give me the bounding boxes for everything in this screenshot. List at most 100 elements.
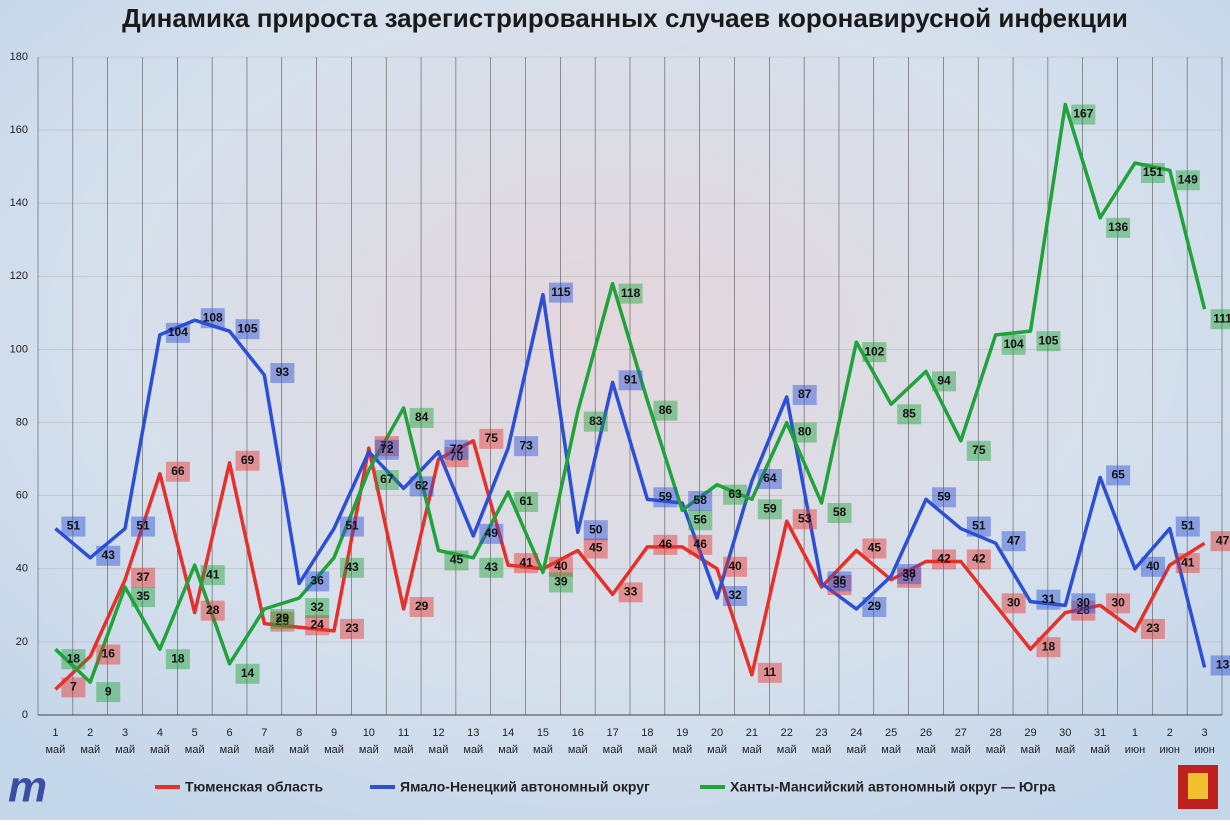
value-label-box bbox=[862, 342, 887, 363]
value-label-box bbox=[165, 322, 190, 343]
value-label: 18 bbox=[171, 651, 185, 665]
x-tick-label: 18 bbox=[641, 727, 653, 739]
value-label-box bbox=[583, 538, 608, 559]
x-tick-label: 4 bbox=[157, 727, 163, 739]
x-tick-label: июн bbox=[1194, 744, 1214, 756]
y-tick-label: 120 bbox=[10, 270, 28, 282]
x-tick-label: 16 bbox=[572, 727, 584, 739]
value-label: 43 bbox=[345, 560, 359, 574]
value-label: 51 bbox=[67, 519, 81, 533]
value-label-box bbox=[1001, 593, 1026, 614]
x-tick-label: 24 bbox=[850, 727, 862, 739]
value-label-box bbox=[1071, 600, 1096, 621]
value-label: 59 bbox=[763, 501, 777, 515]
x-tick-label: 21 bbox=[746, 727, 758, 739]
value-label: 42 bbox=[972, 552, 986, 566]
value-label-box bbox=[61, 677, 86, 698]
logo: m bbox=[8, 763, 1218, 812]
value-label: 87 bbox=[798, 387, 812, 401]
value-label: 30 bbox=[1077, 596, 1091, 610]
value-label-box bbox=[618, 582, 643, 603]
value-label-box bbox=[653, 487, 678, 508]
value-label: 45 bbox=[589, 541, 603, 555]
value-label: 25 bbox=[276, 614, 290, 628]
value-label: 39 bbox=[554, 575, 568, 589]
value-label-box bbox=[897, 567, 922, 588]
value-label-box bbox=[1036, 331, 1061, 352]
value-label-box bbox=[688, 510, 713, 531]
value-label-box bbox=[131, 516, 156, 537]
value-label-box bbox=[409, 407, 434, 428]
line bbox=[54, 439, 1206, 691]
x-tick-label: 22 bbox=[781, 727, 793, 739]
value-label-box bbox=[444, 447, 469, 468]
value-label: 149 bbox=[1178, 172, 1198, 186]
value-label-box bbox=[583, 520, 608, 541]
value-label-box bbox=[305, 571, 330, 592]
value-label: 105 bbox=[238, 321, 258, 335]
value-label-box bbox=[966, 516, 991, 537]
value-label: 83 bbox=[589, 414, 603, 428]
x-tick-label: май bbox=[359, 744, 379, 756]
value-label-box bbox=[305, 598, 330, 619]
x-tick-label: июн bbox=[1160, 744, 1180, 756]
line bbox=[54, 102, 1207, 684]
value-label: 51 bbox=[345, 519, 359, 533]
value-label: 35 bbox=[136, 589, 150, 603]
value-label: 59 bbox=[937, 489, 951, 503]
x-tick-label: 13 bbox=[467, 727, 479, 739]
x-tick-label: 12 bbox=[432, 727, 444, 739]
x-tick-label: 7 bbox=[261, 727, 267, 739]
value-label: 56 bbox=[694, 512, 708, 526]
value-label: 43 bbox=[102, 548, 116, 562]
value-label-box bbox=[444, 439, 469, 460]
x-tick-label: май bbox=[637, 744, 657, 756]
x-tick-label: 14 bbox=[502, 727, 514, 739]
value-label: 94 bbox=[937, 374, 951, 388]
value-label-box bbox=[514, 492, 539, 513]
value-label: 42 bbox=[937, 552, 951, 566]
value-label-box bbox=[688, 490, 713, 511]
line bbox=[54, 292, 1207, 668]
value-label: 13 bbox=[1216, 658, 1230, 672]
value-label-box bbox=[61, 516, 86, 537]
value-label: 136 bbox=[1108, 220, 1128, 234]
value-label-box bbox=[618, 283, 643, 304]
value-label-box bbox=[235, 450, 260, 471]
value-label: 32 bbox=[310, 600, 324, 614]
value-label: 73 bbox=[380, 438, 394, 452]
value-label-box bbox=[270, 363, 295, 384]
x-tick-label: 3 bbox=[122, 727, 128, 739]
legend-label: Ямало-Ненецкий автономный округ bbox=[400, 779, 650, 795]
x-tick-label: 1 bbox=[1132, 727, 1138, 739]
value-label: 40 bbox=[554, 559, 568, 573]
value-label-box bbox=[1071, 104, 1096, 125]
value-label: 7 bbox=[70, 680, 77, 694]
value-label-box bbox=[340, 557, 364, 578]
x-tick-label: 29 bbox=[1024, 727, 1036, 739]
y-tick-label: 0 bbox=[22, 709, 28, 721]
value-label-box bbox=[1210, 309, 1230, 330]
value-label-box bbox=[1001, 334, 1026, 355]
value-label-box bbox=[96, 682, 121, 703]
value-label: 32 bbox=[728, 588, 742, 602]
value-label-box bbox=[757, 499, 782, 520]
x-tick-label: май bbox=[1021, 744, 1041, 756]
chart-title: Динамика прироста зарегистрированных слу… bbox=[122, 3, 1128, 33]
value-label: 41 bbox=[206, 567, 220, 581]
x-tick-label: 6 bbox=[226, 727, 232, 739]
value-label: 28 bbox=[206, 603, 220, 617]
value-label: 70 bbox=[450, 449, 464, 463]
value-label: 59 bbox=[659, 489, 673, 503]
x-tick-label: май bbox=[603, 744, 623, 756]
value-label: 151 bbox=[1143, 165, 1163, 179]
value-label: 104 bbox=[1004, 337, 1024, 351]
value-label-box bbox=[653, 534, 678, 555]
value-label-box bbox=[932, 371, 956, 392]
x-tick-label: 15 bbox=[537, 727, 549, 739]
value-label-box bbox=[966, 440, 991, 461]
value-label: 14 bbox=[241, 666, 255, 680]
x-tick-label: май bbox=[916, 744, 936, 756]
value-label: 9 bbox=[105, 684, 112, 698]
